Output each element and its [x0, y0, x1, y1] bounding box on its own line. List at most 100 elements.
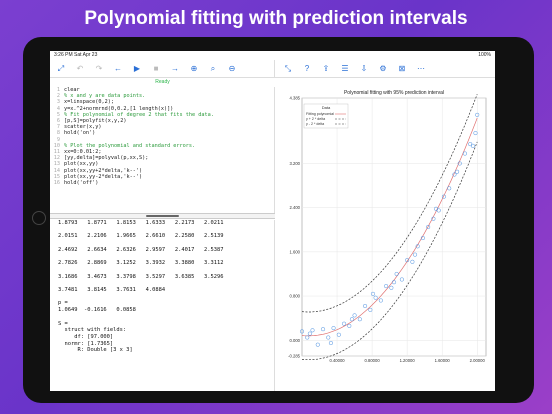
data-point	[412, 252, 418, 257]
console-line: 1.0649 -0.1616 0.0858	[58, 307, 136, 314]
code-line[interactable]: 10 % Plot the polynomial and standard err…	[50, 143, 274, 149]
close-icon[interactable]: ⊠	[398, 64, 406, 73]
code-line[interactable]: 13 plot(xx,yy)	[50, 161, 274, 167]
play-icon[interactable]: ▶	[133, 64, 141, 73]
data-point	[305, 335, 310, 340]
legend-entry: Fitting polynomial	[306, 112, 334, 116]
code-line[interactable]: 4 y=x.^2+normrnd(0,0.2,[1 length(x)])	[50, 106, 274, 112]
data-point	[468, 142, 473, 147]
code-line[interactable]: 2 % x and y are data points.	[50, 93, 274, 99]
code-text: % Plot the polynomial and standard error…	[64, 142, 196, 149]
app-screen: 3:26 PM Sat Apr 23 100% ⤢ ↶ ↷ ← ▶ ■ → ⊕ ⌕ ⊖ ⤡? ⇪ ☰ ⇩…	[50, 51, 495, 391]
data-point	[328, 340, 333, 346]
data-point	[357, 317, 362, 322]
data-point	[462, 151, 468, 156]
data-point	[349, 317, 354, 322]
x-tick-label: 1.20000	[400, 358, 416, 363]
lower-bound-line	[301, 141, 478, 361]
console-line	[58, 227, 274, 234]
console-line	[58, 267, 274, 274]
help-icon[interactable]: ?	[304, 64, 310, 73]
plot-pane[interactable]: Polynomial fitting with 95% prediction i…	[276, 78, 495, 391]
run-status: Ready	[155, 79, 170, 85]
zoom-out-icon[interactable]: ⊖	[228, 64, 236, 73]
code-text: hold('off')	[64, 180, 99, 187]
code-line[interactable]: 3 x=linspace(0,2);	[50, 99, 274, 105]
code-text: y=x.^2+normrnd(0,0.2,[1 length(x)])	[64, 105, 174, 112]
console-line: df: [97.000]	[58, 333, 114, 340]
data-point	[410, 259, 415, 264]
code-text: % x and y are data points.	[64, 93, 146, 100]
x-tick-label: 0.80000	[365, 358, 381, 363]
data-point	[370, 291, 376, 296]
console-line	[58, 314, 274, 321]
more-icon[interactable]: ⋯	[417, 64, 425, 73]
search-icon[interactable]: ⌕	[210, 63, 216, 73]
export-icon[interactable]: ⇩	[360, 64, 368, 73]
list-icon[interactable]: ☰	[341, 64, 349, 73]
stop-icon[interactable]: ■	[153, 64, 159, 73]
pane-divider[interactable]	[50, 213, 275, 219]
data-point	[389, 285, 394, 290]
line-number: 8	[56, 130, 60, 137]
data-point	[342, 321, 347, 326]
settings-icon[interactable]: ⚙	[379, 64, 387, 73]
line-number: 5	[56, 111, 60, 118]
expand-icon[interactable]: ⤢	[57, 63, 65, 73]
line-number: 15	[53, 173, 60, 180]
redo-icon[interactable]: ↷	[95, 64, 103, 73]
data-point	[457, 161, 462, 166]
divider-grip[interactable]	[146, 215, 179, 217]
code-line[interactable]: 16 hold('off')	[50, 180, 274, 186]
code-line[interactable]: 15 plot(xx,yy-2*delta,'k--')	[50, 174, 274, 180]
code-line[interactable]: 7 scatter(x,y)	[50, 124, 274, 130]
data-point	[394, 271, 399, 277]
code-line[interactable]: 5 % Fit polynomial of degree 2 that fits …	[50, 112, 274, 118]
home-button	[32, 211, 46, 225]
line-number: 7	[56, 124, 60, 131]
collapse-icon[interactable]: ⤡	[284, 63, 292, 73]
status-bar: 3:26 PM Sat Apr 23 100%	[50, 51, 495, 60]
y-tick-label: 0.000	[290, 338, 301, 343]
plot-frame	[301, 97, 487, 357]
code-line[interactable]: 8 hold('on')	[50, 130, 274, 136]
console-line: struct with fields:	[58, 327, 127, 334]
data-point	[378, 298, 383, 303]
data-point	[415, 244, 420, 249]
console-line: 2.0151 2.2106 1.9665 2.6610 2.2580 2.513…	[58, 233, 224, 240]
console-output[interactable]: 1.8793 1.8771 1.8153 1.6333 2.2173 2.021…	[50, 220, 275, 391]
console-line	[58, 240, 274, 247]
data-point	[368, 307, 373, 312]
forward-icon[interactable]: →	[171, 64, 179, 73]
console-line: 2.7826 2.8869 3.1252 3.3932 3.3880 3.311…	[58, 260, 224, 267]
console-line: 2.4692 2.6634 2.6326 2.9597 2.4017 2.538…	[58, 246, 224, 253]
undo-icon[interactable]: ↶	[76, 64, 84, 73]
legend-box	[303, 103, 349, 129]
zoom-in-icon[interactable]: ⊕	[190, 64, 198, 73]
code-text: [p,S]=polyfit(x,y,2)	[64, 118, 127, 125]
data-point	[363, 303, 368, 309]
code-text: xx=0:0.01:2;	[64, 149, 102, 156]
back-icon[interactable]: ←	[114, 64, 122, 73]
line-number: 14	[53, 167, 60, 174]
share-icon[interactable]: ⇪	[322, 64, 330, 73]
data-point	[307, 331, 312, 336]
code-line[interactable]: 1 clear	[50, 87, 274, 93]
y-tick-label: 0.800	[290, 294, 301, 299]
code-line[interactable]: 12 [yy,delta]=polyval(p,xx,S);	[50, 155, 274, 161]
code-line[interactable]: 6 [p,S]=polyfit(x,y,2)	[50, 118, 274, 124]
x-tick-label: 1.60000	[435, 358, 451, 363]
console-line: 1.8793 1.8771 1.8153 1.6333 2.2173 2.021…	[58, 220, 224, 226]
code-line[interactable]: 9	[50, 137, 274, 143]
data-point	[315, 342, 320, 347]
code-text: clear	[64, 87, 80, 93]
promo-headline: Polynomial fitting with prediction inter…	[84, 8, 468, 29]
code-text: plot(xx,yy-2*delta,'k--')	[64, 173, 143, 180]
code-line[interactable]: 14 plot(xx,yy+2*delta,'k--')	[50, 168, 274, 174]
console-line: p =	[58, 300, 68, 307]
code-text: scatter(x,y)	[64, 124, 102, 131]
code-editor[interactable]: 1 clear 2 % x and y are data points. 3 x=lins…	[50, 87, 275, 213]
data-point	[470, 143, 475, 148]
code-line[interactable]: 11 xx=0:0.01:2;	[50, 149, 274, 155]
y-tick-label: 1.600	[290, 249, 301, 254]
